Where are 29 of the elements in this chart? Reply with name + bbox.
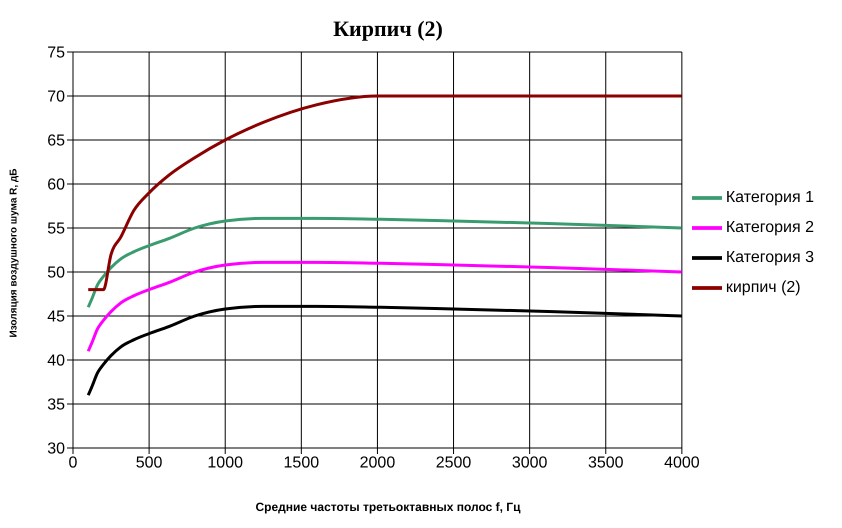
y-tick-label: 55 <box>47 220 66 238</box>
y-tick-label: 40 <box>47 352 66 370</box>
y-tick-label: 45 <box>47 308 66 326</box>
y-tick-label: 30 <box>47 440 66 458</box>
x-tick-label: 4000 <box>664 454 700 472</box>
x-tick-label: 1500 <box>284 454 320 472</box>
x-tick-label: 1000 <box>207 454 244 472</box>
y-tick-label: 60 <box>47 176 66 194</box>
x-axis-title: Средние частоты третьоктавных полос f, Гц <box>254 500 522 514</box>
legend-label: Категория 2 <box>726 219 814 236</box>
x-tick-label: 3500 <box>588 454 624 472</box>
x-tick-label: 0 <box>68 454 78 472</box>
chart-title: Кирпич (2) <box>332 16 444 42</box>
x-tick-label: 2000 <box>360 454 396 472</box>
y-axis-title: Изоляция воздушного шума R, дБ <box>8 168 20 338</box>
x-tick-label: 500 <box>136 454 163 472</box>
legend-label: Категория 1 <box>726 188 814 206</box>
x-tick-label: 3000 <box>512 454 548 472</box>
line-series <box>86 216 682 309</box>
y-tick-label: 65 <box>47 132 66 150</box>
line-series <box>86 260 682 353</box>
legend-label: Категория 3 <box>726 249 814 266</box>
x-tick-label: 2500 <box>436 454 472 472</box>
y-tick-label: 35 <box>47 396 66 414</box>
line-series <box>86 94 682 292</box>
y-tick-label: 50 <box>47 264 66 282</box>
legend-label: кирпич (2) <box>726 279 801 296</box>
y-tick-label: 70 <box>47 88 66 106</box>
y-tick-label: 75 <box>47 44 66 62</box>
